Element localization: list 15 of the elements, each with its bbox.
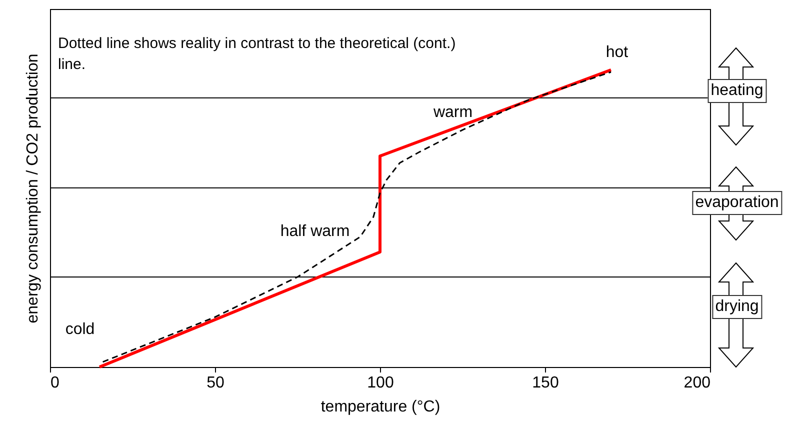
x-tick-label: 150 <box>532 374 559 392</box>
x-tick-label: 0 <box>50 374 60 392</box>
text: heating <box>708 79 766 103</box>
annotation: half warm <box>280 223 350 241</box>
x-tick-label: 200 <box>684 374 711 392</box>
annotation: cold <box>65 321 95 339</box>
x-tick-label: 50 <box>206 374 224 392</box>
text: hot <box>606 44 628 62</box>
annotation: Dotted line shows reality in contrast to the theoretical (cont.) line. <box>58 34 457 75</box>
annotation: evaporation <box>692 191 782 215</box>
x-tick-label: 100 <box>367 374 394 392</box>
y-axis-title: energy consumption / CO2 production <box>24 54 42 324</box>
x-axis-title: temperature (°C) <box>320 398 440 416</box>
text: drying <box>712 295 762 319</box>
annotation: warm <box>433 104 473 122</box>
